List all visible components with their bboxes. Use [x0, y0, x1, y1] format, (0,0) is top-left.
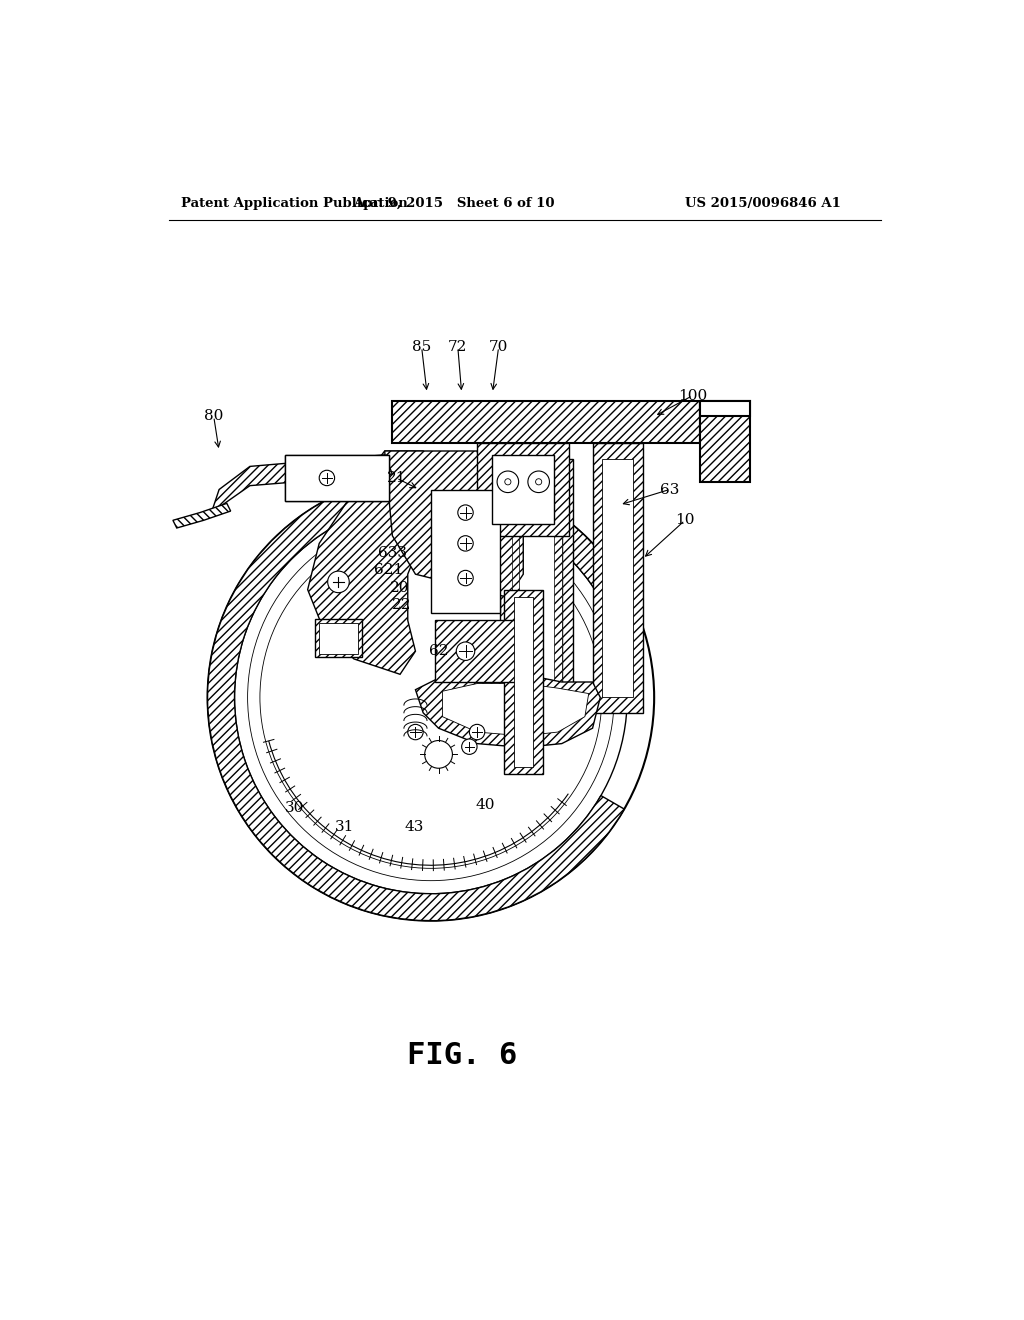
Text: 10: 10 [675, 513, 694, 527]
Bar [285, 455, 388, 502]
Polygon shape [385, 451, 523, 598]
Bar [285, 455, 388, 502]
Circle shape [408, 725, 423, 739]
Polygon shape [173, 503, 230, 528]
Bar [493, 455, 554, 524]
Text: FIG. 6: FIG. 6 [407, 1041, 517, 1071]
Text: 30: 30 [285, 800, 304, 814]
Text: Patent Application Publication: Patent Application Publication [180, 197, 408, 210]
Bar [593, 444, 643, 713]
Circle shape [536, 479, 542, 484]
Bar [477, 444, 569, 536]
Text: 22: 22 [392, 598, 412, 612]
Circle shape [458, 570, 473, 586]
Text: 21: 21 [386, 471, 406, 484]
Circle shape [528, 471, 550, 492]
Circle shape [458, 536, 473, 552]
Bar [554, 474, 562, 689]
Wedge shape [208, 474, 625, 920]
Text: 20: 20 [390, 581, 410, 595]
Circle shape [469, 725, 484, 739]
Text: 63: 63 [659, 483, 679, 496]
Circle shape [328, 572, 349, 593]
Bar [504, 590, 543, 775]
Circle shape [458, 506, 473, 520]
Text: 100: 100 [678, 388, 708, 403]
Circle shape [208, 474, 654, 921]
Circle shape [319, 470, 335, 486]
Bar [602, 459, 634, 697]
Polygon shape [442, 684, 589, 737]
Polygon shape [307, 451, 431, 675]
Text: 31: 31 [335, 820, 354, 834]
Bar [512, 474, 562, 689]
Bar [315, 619, 361, 657]
Bar [392, 401, 700, 444]
Bar [700, 401, 751, 482]
Bar [431, 490, 500, 612]
Bar [500, 459, 573, 705]
Text: 62: 62 [429, 644, 449, 659]
Text: 43: 43 [404, 820, 424, 834]
Bar [319, 623, 357, 653]
Text: 40: 40 [475, 799, 495, 812]
Bar [435, 620, 519, 682]
Circle shape [505, 479, 511, 484]
Text: Apr. 9, 2015   Sheet 6 of 10: Apr. 9, 2015 Sheet 6 of 10 [353, 197, 555, 210]
Text: 72: 72 [449, 341, 468, 354]
Circle shape [497, 471, 518, 492]
Polygon shape [211, 455, 392, 512]
Circle shape [457, 642, 475, 660]
Text: 80: 80 [204, 409, 223, 424]
Circle shape [234, 502, 628, 894]
Circle shape [462, 739, 477, 755]
Text: US 2015/0096846 A1: US 2015/0096846 A1 [685, 197, 841, 210]
Polygon shape [416, 675, 600, 747]
Circle shape [425, 741, 453, 768]
Text: 621: 621 [374, 564, 403, 577]
Text: 70: 70 [488, 341, 508, 354]
Text: 85: 85 [412, 341, 431, 354]
Bar [700, 401, 751, 416]
Bar [512, 474, 519, 689]
Bar [514, 597, 532, 767]
Text: 633: 633 [378, 546, 407, 561]
